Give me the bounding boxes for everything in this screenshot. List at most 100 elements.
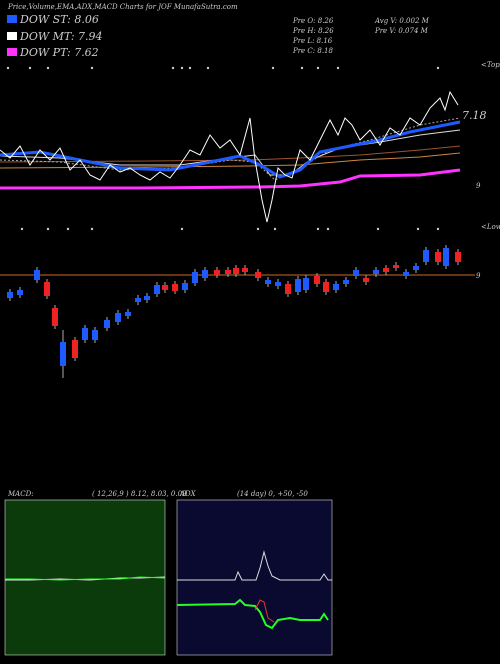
legend-label: DOW MT: 7.94 xyxy=(19,30,103,43)
candle-body xyxy=(413,266,419,270)
candle-body xyxy=(443,248,449,266)
price-panel xyxy=(0,90,461,223)
candle-body xyxy=(423,250,429,262)
candle-body xyxy=(314,276,320,284)
top-mark xyxy=(180,66,184,70)
candle-body xyxy=(144,296,150,300)
top-mark xyxy=(188,66,192,70)
low-mark xyxy=(66,227,70,231)
candle-body xyxy=(182,283,188,290)
candle-body xyxy=(242,268,248,272)
top-mark xyxy=(316,66,320,70)
low-mark xyxy=(256,227,260,231)
candle-body xyxy=(303,278,309,290)
top-mark xyxy=(6,66,10,70)
stat: Pre L: 8.16 xyxy=(292,37,333,45)
candle-body xyxy=(333,284,339,290)
candles xyxy=(7,245,461,378)
axis-label: 9 xyxy=(476,182,481,190)
di-plus-line xyxy=(254,599,275,623)
low-mark xyxy=(20,227,24,231)
top-mark xyxy=(206,66,210,70)
adx-line xyxy=(177,550,332,581)
ema-line xyxy=(0,168,461,190)
candle-body xyxy=(353,270,359,276)
ema-line xyxy=(0,120,461,179)
stat: Pre C: 8.18 xyxy=(292,47,333,55)
candle-body xyxy=(172,284,178,291)
legend-swatch xyxy=(7,15,17,23)
stat: Pre V: 0.074 M xyxy=(374,27,429,35)
signal-marks xyxy=(6,66,440,231)
candle-body xyxy=(115,313,121,322)
top-mark xyxy=(336,66,340,70)
low-mark xyxy=(316,227,320,231)
macd-line xyxy=(5,576,166,581)
indicator-params: (14 day) 0, +50, -50 xyxy=(237,490,308,498)
legend-label: DOW ST: 8.06 xyxy=(19,13,99,26)
ema-line xyxy=(0,117,461,181)
candle-body xyxy=(285,284,291,294)
signal-line xyxy=(5,576,166,581)
candle-body xyxy=(60,342,66,366)
axis-label: 9 xyxy=(476,272,481,280)
candle-body xyxy=(275,282,281,286)
candle-body xyxy=(92,330,98,340)
candle-body xyxy=(154,285,160,294)
top-mark xyxy=(300,66,304,70)
candle-body xyxy=(34,270,40,280)
low-mark xyxy=(376,227,380,231)
candle-body xyxy=(233,268,239,274)
ema-line xyxy=(0,152,461,169)
top-mark xyxy=(436,66,440,70)
stat: Avg V: 0.002 M xyxy=(374,17,430,25)
legend-label: DOW PT: 7.62 xyxy=(19,46,99,59)
candle-body xyxy=(455,252,461,262)
top-mark xyxy=(28,66,32,70)
candle-body xyxy=(44,282,50,296)
candle-body xyxy=(125,312,131,316)
top-mark xyxy=(90,66,94,70)
stat: Pre O: 8.26 xyxy=(292,17,334,25)
low-mark xyxy=(180,227,184,231)
candle-body xyxy=(52,308,58,326)
candle-body xyxy=(435,252,441,262)
candle-body xyxy=(104,320,110,328)
candle-body xyxy=(343,280,349,284)
low-mark xyxy=(273,227,277,231)
candle-body xyxy=(202,270,208,278)
candle-body xyxy=(135,298,141,302)
candle-body xyxy=(192,272,198,283)
candle-body xyxy=(255,272,261,278)
candle-body xyxy=(17,290,23,295)
candle-body xyxy=(214,270,220,275)
top-mark xyxy=(271,66,275,70)
indicator-name: ADX xyxy=(179,490,197,498)
candle-body xyxy=(162,285,168,290)
legend-swatch xyxy=(7,48,17,56)
price-line xyxy=(0,90,459,223)
candle-body xyxy=(373,270,379,274)
tops-label: <Tops xyxy=(481,61,500,69)
adx-panel xyxy=(176,499,333,656)
candle-body xyxy=(403,272,409,276)
candle-body xyxy=(383,268,389,272)
top-mark xyxy=(46,66,50,70)
low-mark xyxy=(46,227,50,231)
low-mark xyxy=(436,227,440,231)
indicator-name: MACD: xyxy=(7,490,34,498)
low-mark xyxy=(90,227,94,231)
candle-body xyxy=(225,270,231,274)
level-label: 7.18 xyxy=(462,109,487,122)
candle-body xyxy=(363,278,369,282)
di-minus-line xyxy=(176,598,329,630)
candle-body xyxy=(323,282,329,292)
low-mark xyxy=(326,227,330,231)
candle-body xyxy=(295,279,301,292)
candle-body xyxy=(7,292,13,298)
candle-body xyxy=(82,328,88,340)
page-title: Price,Volume,EMA,ADX,MACD Charts for JOF… xyxy=(7,3,238,11)
stat: Pre H: 8.26 xyxy=(292,27,334,35)
low-mark xyxy=(416,227,420,231)
